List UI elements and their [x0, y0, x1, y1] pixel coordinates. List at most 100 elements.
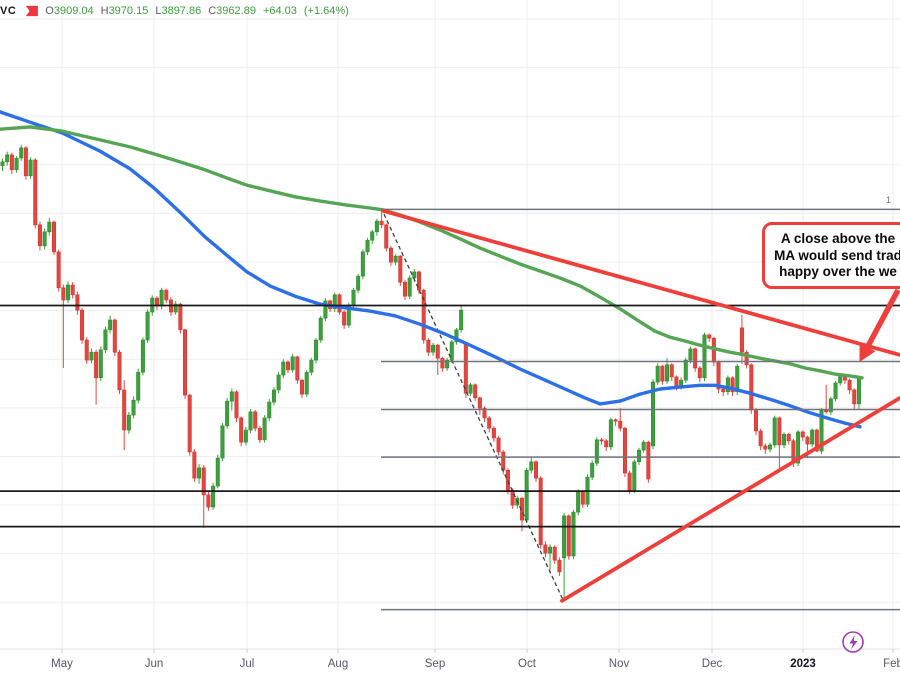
ohlc-low-label: L [155, 5, 162, 17]
candle-body [103, 329, 108, 351]
candle-body [304, 371, 309, 395]
level-lines[interactable] [0, 208, 900, 611]
candle-body [267, 401, 272, 419]
change-value: +64.03 [262, 5, 297, 17]
candle-body [562, 515, 567, 559]
candle-body [356, 275, 361, 291]
candle-body [201, 467, 206, 496]
quick-trade-button[interactable] [842, 631, 864, 653]
candle-body [360, 251, 365, 277]
candle-body [80, 309, 85, 341]
candle-body [215, 457, 220, 487]
ohlc-high-label: H [100, 5, 109, 17]
x-axis-label[interactable]: Sep [425, 658, 445, 670]
candle-body [393, 255, 398, 263]
candle-body [28, 159, 33, 177]
candle-body [702, 334, 707, 379]
candle-body [187, 394, 192, 453]
candle-body [421, 289, 426, 341]
candle-body [295, 356, 300, 381]
candle-body [253, 411, 258, 429]
candle-body [501, 451, 506, 471]
x-axis-label[interactable]: Aug [328, 658, 348, 670]
candle-body [243, 429, 248, 443]
green-ma-line [0, 125, 864, 380]
candle-body [491, 427, 496, 439]
candle-body [449, 341, 454, 361]
candle-body [197, 467, 202, 479]
candle-body [431, 344, 436, 353]
descending-trendline[interactable] [381, 208, 900, 357]
symbol-fragment[interactable]: VC [0, 5, 17, 17]
candle-body [683, 359, 688, 381]
candle-body [777, 417, 782, 446]
candle-body [300, 379, 305, 395]
candle-body [758, 430, 763, 447]
candle-body [75, 294, 80, 311]
candle-body [655, 365, 660, 383]
candle-body [9, 154, 14, 171]
candle-body [117, 351, 122, 391]
annotation-line-3: happy over the we [779, 264, 897, 279]
candle-body [131, 399, 136, 416]
candle-body [608, 419, 613, 448]
x-axis-label[interactable]: Dec [702, 658, 723, 670]
x-axis-label[interactable]: Jun [145, 658, 164, 670]
candle-body [108, 319, 113, 331]
ohlc-close-label: C [208, 5, 217, 17]
candle-body [688, 348, 693, 361]
candle-body [753, 409, 758, 432]
candle-body [51, 221, 56, 253]
candle-body [126, 414, 131, 431]
candle-body [248, 411, 253, 431]
candle-body [594, 439, 599, 464]
candle-body [173, 303, 178, 313]
candle-body [828, 398, 833, 413]
candle-body [538, 477, 543, 546]
candle-body [847, 379, 852, 391]
x-axis-label[interactable]: Nov [609, 658, 630, 670]
projection-dashed-line[interactable] [383, 213, 564, 601]
candle-body [580, 491, 585, 505]
candle-body [211, 485, 216, 508]
candle-body [234, 391, 239, 419]
candle-body [571, 511, 576, 557]
candle-body [627, 472, 632, 491]
candle-body [739, 327, 744, 353]
x-axis-label[interactable]: Feb [883, 658, 900, 670]
x-axis[interactable]: May Jun Jul Aug Sep Oct Nov Dec 2023 Feb [0, 648, 900, 674]
candle-body [61, 287, 66, 301]
ohlc-high-value: 3970.15 [108, 5, 149, 17]
ascending-trendline[interactable] [560, 395, 900, 603]
x-axis-label[interactable]: Jul [240, 658, 255, 670]
candle-body [852, 389, 857, 405]
candle-body [669, 364, 674, 378]
candle-body [463, 343, 468, 394]
candle-body [37, 224, 42, 247]
x-axis-label[interactable]: Oct [518, 658, 537, 670]
candle-body [225, 400, 230, 427]
candle-body [98, 349, 103, 379]
candle-body [89, 351, 94, 361]
candle-body [42, 231, 47, 247]
candle-body [66, 284, 71, 301]
candle-body [454, 329, 459, 343]
candle-body [599, 439, 604, 442]
candle-body [651, 381, 656, 447]
candle-body [145, 311, 150, 341]
candle-body [482, 407, 487, 419]
x-axis-label[interactable]: May [51, 658, 73, 670]
candle-body [19, 147, 24, 159]
candle-body [159, 289, 164, 307]
candle-body [721, 388, 726, 393]
annotation-callout[interactable]: A close above the MA would send trad hap… [762, 222, 900, 289]
annotation-arrow[interactable] [859, 288, 900, 362]
candle-body [510, 489, 515, 506]
lightning-icon [849, 635, 858, 650]
candle-body [388, 247, 393, 263]
candle-body [112, 319, 117, 353]
candle-body [800, 431, 805, 438]
x-axis-label[interactable]: 2023 [790, 658, 816, 670]
candle-body [323, 300, 328, 319]
red-flag-icon[interactable] [23, 5, 39, 17]
